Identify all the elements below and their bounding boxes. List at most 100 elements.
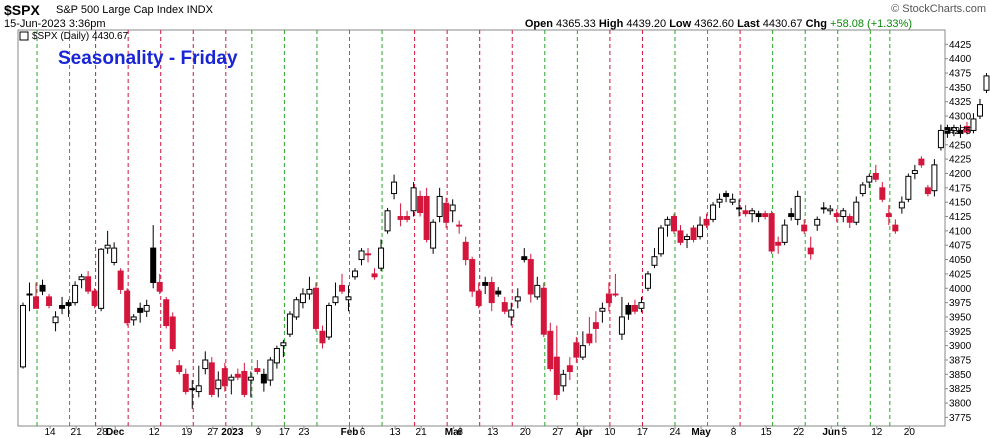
candle-body	[273, 348, 280, 364]
candle-body	[625, 304, 632, 315]
candle-body	[853, 201, 860, 223]
x-tick-label: 20	[520, 427, 532, 438]
candle-body	[358, 250, 365, 261]
candle-body	[579, 345, 586, 358]
chart-title: Seasonality - Friday	[58, 48, 238, 69]
candle-body	[651, 256, 658, 266]
candle-body	[169, 316, 176, 350]
candle-body	[501, 302, 508, 312]
y-tick-label: 4025	[949, 269, 972, 280]
y-tick-label: 4100	[949, 226, 972, 237]
candle-body	[684, 236, 691, 240]
candle-body	[59, 304, 66, 309]
candle-body	[475, 290, 482, 306]
x-tick-label: 20	[904, 427, 916, 438]
candle-body	[436, 195, 443, 218]
plot-frame	[17, 29, 946, 427]
candle-body	[182, 373, 189, 393]
x-tick-label: 21	[416, 427, 428, 438]
candle-body	[976, 104, 983, 117]
high-label: High	[598, 18, 624, 30]
y-tick-label: 4125	[949, 212, 972, 223]
candle-body	[723, 193, 730, 197]
y-tick-label: 4425	[949, 40, 972, 51]
y-tick-label: 3975	[949, 298, 972, 309]
friday-lines	[36, 30, 891, 426]
candle-body	[39, 284, 46, 292]
x-tick-label: 22	[793, 427, 805, 438]
candle-body	[280, 342, 287, 347]
candle-body	[671, 216, 677, 232]
x-tick-label: 23	[298, 427, 310, 438]
y-tick-label: 4300	[949, 112, 972, 123]
candle-body	[391, 181, 398, 195]
candle-body	[371, 273, 378, 278]
chg-value: +58.08 (+1.33%)	[830, 18, 912, 30]
x-tick-label: Mar	[445, 427, 463, 438]
candle-body	[202, 359, 209, 370]
x-tick-label: Feb	[341, 427, 359, 438]
candle-body	[195, 385, 202, 393]
candle-body	[267, 359, 274, 381]
candle-body	[514, 296, 521, 302]
x-tick-label: 5	[841, 427, 847, 438]
candle-body	[449, 204, 456, 212]
x-tick-label: 15	[761, 427, 773, 438]
y-tick-label: 4075	[949, 241, 972, 252]
x-tick-label: 21	[71, 427, 83, 438]
candle-body	[866, 175, 873, 183]
candle-body	[827, 208, 834, 212]
candle-body	[404, 216, 411, 220]
y-tick-label: 3850	[949, 370, 972, 381]
candle-body	[189, 388, 196, 391]
candle-body	[573, 342, 580, 358]
candle-body	[762, 213, 769, 218]
x-tick-label: 19	[181, 427, 193, 438]
candle-body	[345, 296, 352, 301]
x-tick-label: 28	[97, 427, 109, 438]
candle-body	[631, 304, 638, 312]
last-value: 4430.67	[762, 18, 803, 30]
candle-body	[618, 316, 625, 335]
candle-body	[221, 368, 228, 387]
candle-body	[690, 227, 697, 240]
y-tick-label: 4225	[949, 155, 972, 166]
x-tick-label: 2023	[221, 427, 244, 438]
candle-body	[384, 210, 391, 232]
y-tick-label: 3900	[949, 341, 972, 352]
symbol-label: $SPX	[4, 2, 40, 18]
legend-text: $SPX (Daily) 4430.67	[32, 31, 129, 42]
y-tick-label: 4175	[949, 183, 972, 194]
candle-body	[703, 218, 710, 226]
candle-body	[963, 125, 970, 133]
candle-body	[293, 299, 300, 318]
candle-body	[156, 282, 163, 292]
candle-body	[247, 376, 254, 381]
candle-body	[98, 248, 105, 309]
candle-body	[46, 296, 53, 306]
candle-body	[768, 213, 775, 252]
candle-body	[378, 247, 385, 269]
candle-body	[397, 216, 404, 220]
y-tick-label: 4000	[949, 284, 972, 295]
candle-body	[365, 253, 372, 256]
candle-body	[820, 207, 827, 210]
candle-body	[677, 230, 684, 243]
candle-body	[65, 302, 72, 306]
candle-body	[508, 309, 515, 318]
candle-body	[716, 198, 723, 203]
x-tick-label: 13	[390, 427, 402, 438]
candle-body	[456, 224, 463, 227]
x-tick-label: 9	[256, 427, 262, 438]
candle-body	[534, 284, 541, 298]
candle-body	[20, 304, 26, 368]
candle-body	[488, 282, 495, 304]
y-tick-label: 4150	[949, 198, 972, 209]
candle-body	[983, 75, 990, 91]
y-tick-label: 3800	[949, 399, 972, 410]
candle-body	[72, 284, 79, 304]
x-tick-label: 14	[44, 427, 56, 438]
x-tick-label: 17	[637, 427, 649, 438]
quote-summary: Open 4365.33 High 4439.20 Low 4362.60 La…	[525, 18, 912, 30]
candle-body	[859, 184, 866, 195]
